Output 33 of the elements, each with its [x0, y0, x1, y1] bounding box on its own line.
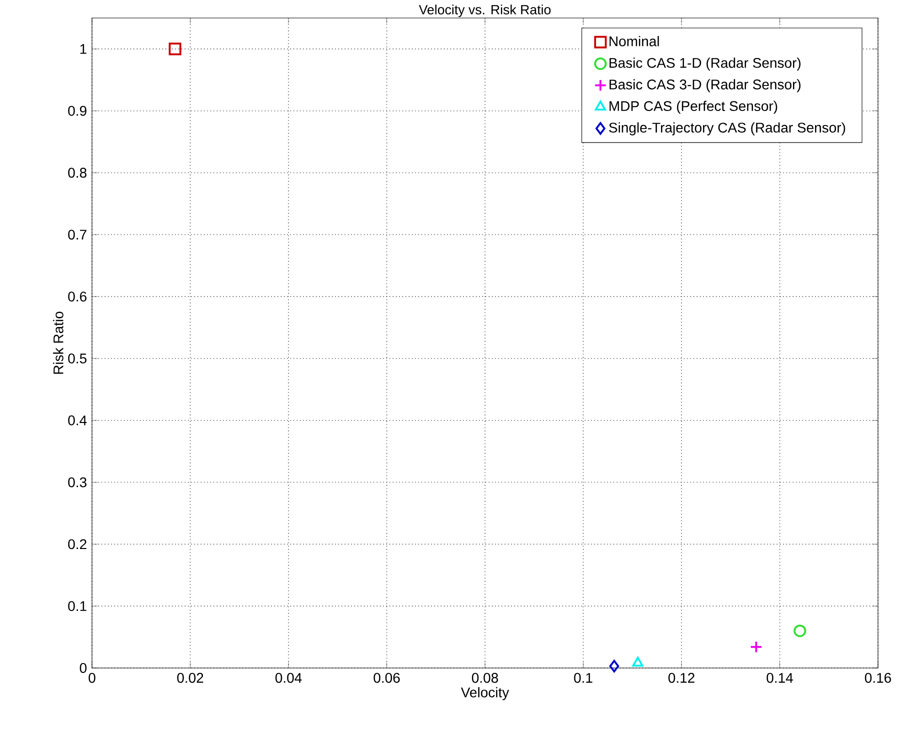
y-tick-label: 1	[80, 44, 86, 54]
y-tick-label: 0.8	[68, 168, 86, 178]
y-tick-label: 0.5	[68, 354, 86, 364]
y-tick-label: 0.7	[68, 230, 86, 240]
x-tick-label: 0.1	[574, 672, 592, 683]
legend-label: Basic CAS 3-D (Radar Sensor)	[610, 79, 800, 92]
legend-label: Basic CAS 1-D (Radar Sensor)	[610, 58, 800, 71]
point	[168, 42, 182, 56]
point	[632, 656, 644, 667]
legend-label: Single-Trajectory CAS (Radar Sensor)	[609, 122, 846, 136]
y-tick-label: 0.2	[68, 539, 86, 550]
legend-label: MDP CAS (Perfect Sensor)	[610, 100, 778, 114]
y-tick-label: 0.9	[68, 106, 86, 116]
point	[609, 660, 620, 672]
y-axis-title: Risk Ratio	[53, 312, 64, 374]
x-tick-label: 0.02	[177, 672, 204, 683]
y-tick-label: 0	[80, 663, 87, 673]
x-tick-label: 0	[88, 672, 96, 683]
x-tick-label: 0.14	[766, 672, 793, 683]
x-tick-label: 0.12	[668, 672, 694, 683]
y-tick-label: 0.4	[68, 415, 87, 426]
y-tick-label: 0.6	[68, 292, 86, 302]
x-tick-label: 0.16	[864, 672, 892, 683]
point	[794, 624, 806, 638]
x-tick-label: 0.06	[374, 672, 400, 683]
y-tick-label: 0.3	[68, 477, 86, 488]
x-axis-title: Velocity	[460, 687, 510, 700]
x-tick-label: 0.04	[275, 672, 302, 683]
legend-label: Nominal	[610, 36, 659, 46]
point	[750, 640, 762, 654]
y-tick-label: 0.1	[68, 601, 86, 612]
x-tick-label: 0.08	[472, 672, 498, 683]
chart-title: Velocity vs. Risk Ratio	[418, 4, 551, 18]
